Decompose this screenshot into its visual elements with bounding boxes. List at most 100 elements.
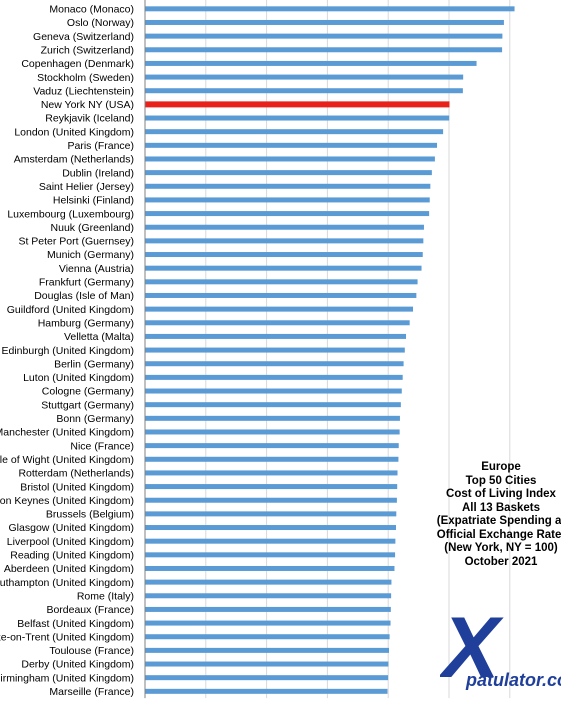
bar (145, 552, 396, 558)
bar (145, 265, 422, 271)
bar (145, 33, 503, 39)
xpatulator-logo: X (440, 605, 504, 695)
bar (145, 252, 423, 258)
bar (145, 156, 435, 162)
category-label: London (United Kingdom) (14, 126, 134, 138)
bar (145, 142, 438, 148)
bar (145, 279, 418, 285)
bar (145, 620, 391, 626)
bar (145, 347, 405, 353)
category-label: New York NY (USA) (41, 99, 134, 111)
bar (145, 238, 424, 244)
bar (145, 60, 477, 66)
title-line: Europe (481, 461, 521, 473)
bar (145, 6, 515, 12)
title-line: Official Exchange Rate) (436, 528, 561, 541)
category-label: Frankfurt (Germany) (39, 277, 134, 289)
bar (145, 456, 399, 462)
bar (145, 688, 388, 694)
category-label: Belfast (United Kingdom) (17, 618, 134, 630)
bar (145, 606, 391, 612)
category-label: Reykjavik (Iceland) (45, 113, 134, 125)
category-label: Rome (Italy) (77, 590, 134, 602)
category-label: Hamburg (Germany) (38, 317, 134, 329)
category-label: Liverpool (United Kingdom) (7, 536, 134, 548)
title-line: All 13 Baskets (462, 501, 540, 514)
category-label: Dublin (Ireland) (62, 167, 134, 179)
bar (145, 211, 430, 217)
bar (145, 429, 400, 435)
bar (145, 19, 504, 25)
bar (145, 565, 395, 571)
title-line: Cost of Living Index (446, 488, 556, 500)
chart-title-block: Europe Top 50 Cities Cost of Living Inde… (426, 461, 561, 569)
bar (145, 634, 390, 640)
category-label: Saint Helier (Jersey) (39, 181, 134, 193)
category-label: Manchester (United Kingdom) (0, 427, 134, 439)
category-label: Nuuk (Greenland) (51, 222, 134, 234)
bar (145, 661, 389, 667)
logo-wordmark: patulator.com (466, 670, 561, 690)
bar (145, 224, 424, 230)
bar (145, 292, 417, 298)
bar (145, 675, 389, 681)
category-label: Glasgow (United Kingdom) (9, 522, 134, 534)
bar (145, 402, 401, 408)
bar (145, 129, 444, 135)
category-label: Aberdeen (United Kingdom) (4, 563, 134, 575)
bar (145, 320, 410, 326)
bar (145, 333, 407, 339)
bar (145, 647, 390, 653)
bar (145, 183, 431, 189)
category-label: Helsinki (Finland) (53, 195, 134, 207)
bar-highlight (145, 101, 450, 108)
category-label: Zurich (Switzerland) (41, 44, 134, 56)
bar (145, 88, 463, 94)
bar (145, 115, 450, 121)
category-label: Velletta (Malta) (64, 331, 134, 343)
category-label: Paris (France) (67, 140, 134, 152)
bar (145, 525, 396, 531)
bar (145, 47, 503, 53)
category-label: Stoke-on-Trent (United Kingdom) (0, 631, 134, 643)
category-label: Birmingham (United Kingdom) (0, 672, 134, 684)
bar (145, 443, 399, 449)
category-label: Stockholm (Sweden) (37, 72, 134, 84)
bar (145, 306, 414, 312)
category-label: Monaco (Monaco) (49, 4, 134, 16)
category-label: Bordeaux (France) (46, 604, 134, 616)
category-label: Geneva (Switzerland) (33, 31, 134, 43)
category-label: Derby (United Kingdom) (21, 659, 134, 671)
category-label: Amsterdam (Netherlands) (14, 154, 134, 166)
bar (145, 593, 392, 599)
bar (145, 484, 398, 490)
category-label: Munich (Germany) (47, 249, 134, 261)
bar (145, 470, 398, 476)
category-label: Reading (United Kingdom) (10, 550, 134, 562)
bar (145, 415, 400, 421)
category-label: Milton Keynes (United Kingdom) (0, 495, 134, 507)
bar (145, 388, 402, 394)
category-label: Luxembourg (Luxembourg) (7, 208, 134, 220)
category-label: Southampton (United Kingdom) (0, 577, 134, 589)
bar (145, 511, 397, 517)
category-label: Bonn (Germany) (56, 413, 134, 425)
category-label: Brussels (Belgium) (46, 509, 134, 521)
bar (145, 74, 464, 80)
category-label: Marseille (France) (49, 686, 134, 698)
category-label: Vienna (Austria) (59, 263, 134, 275)
category-label: Copenhagen (Denmark) (21, 58, 134, 70)
category-label: Guildford (United Kingdom) (7, 304, 134, 316)
bar (145, 361, 404, 367)
title-line: (Expatriate Spending at (436, 515, 561, 527)
category-label: Oslo (Norway) (67, 17, 134, 29)
category-label: Luton (United Kingdom) (23, 372, 134, 384)
bar (145, 170, 432, 176)
category-label: St Peter Port (Guernsey) (18, 236, 134, 248)
category-label: Edinburgh (United Kingdom) (2, 345, 135, 357)
bar (145, 538, 396, 544)
category-label: Rotterdam (Netherlands) (18, 468, 134, 480)
category-label: Nice (France) (70, 440, 134, 452)
category-label: Berlin (Germany) (54, 358, 134, 370)
